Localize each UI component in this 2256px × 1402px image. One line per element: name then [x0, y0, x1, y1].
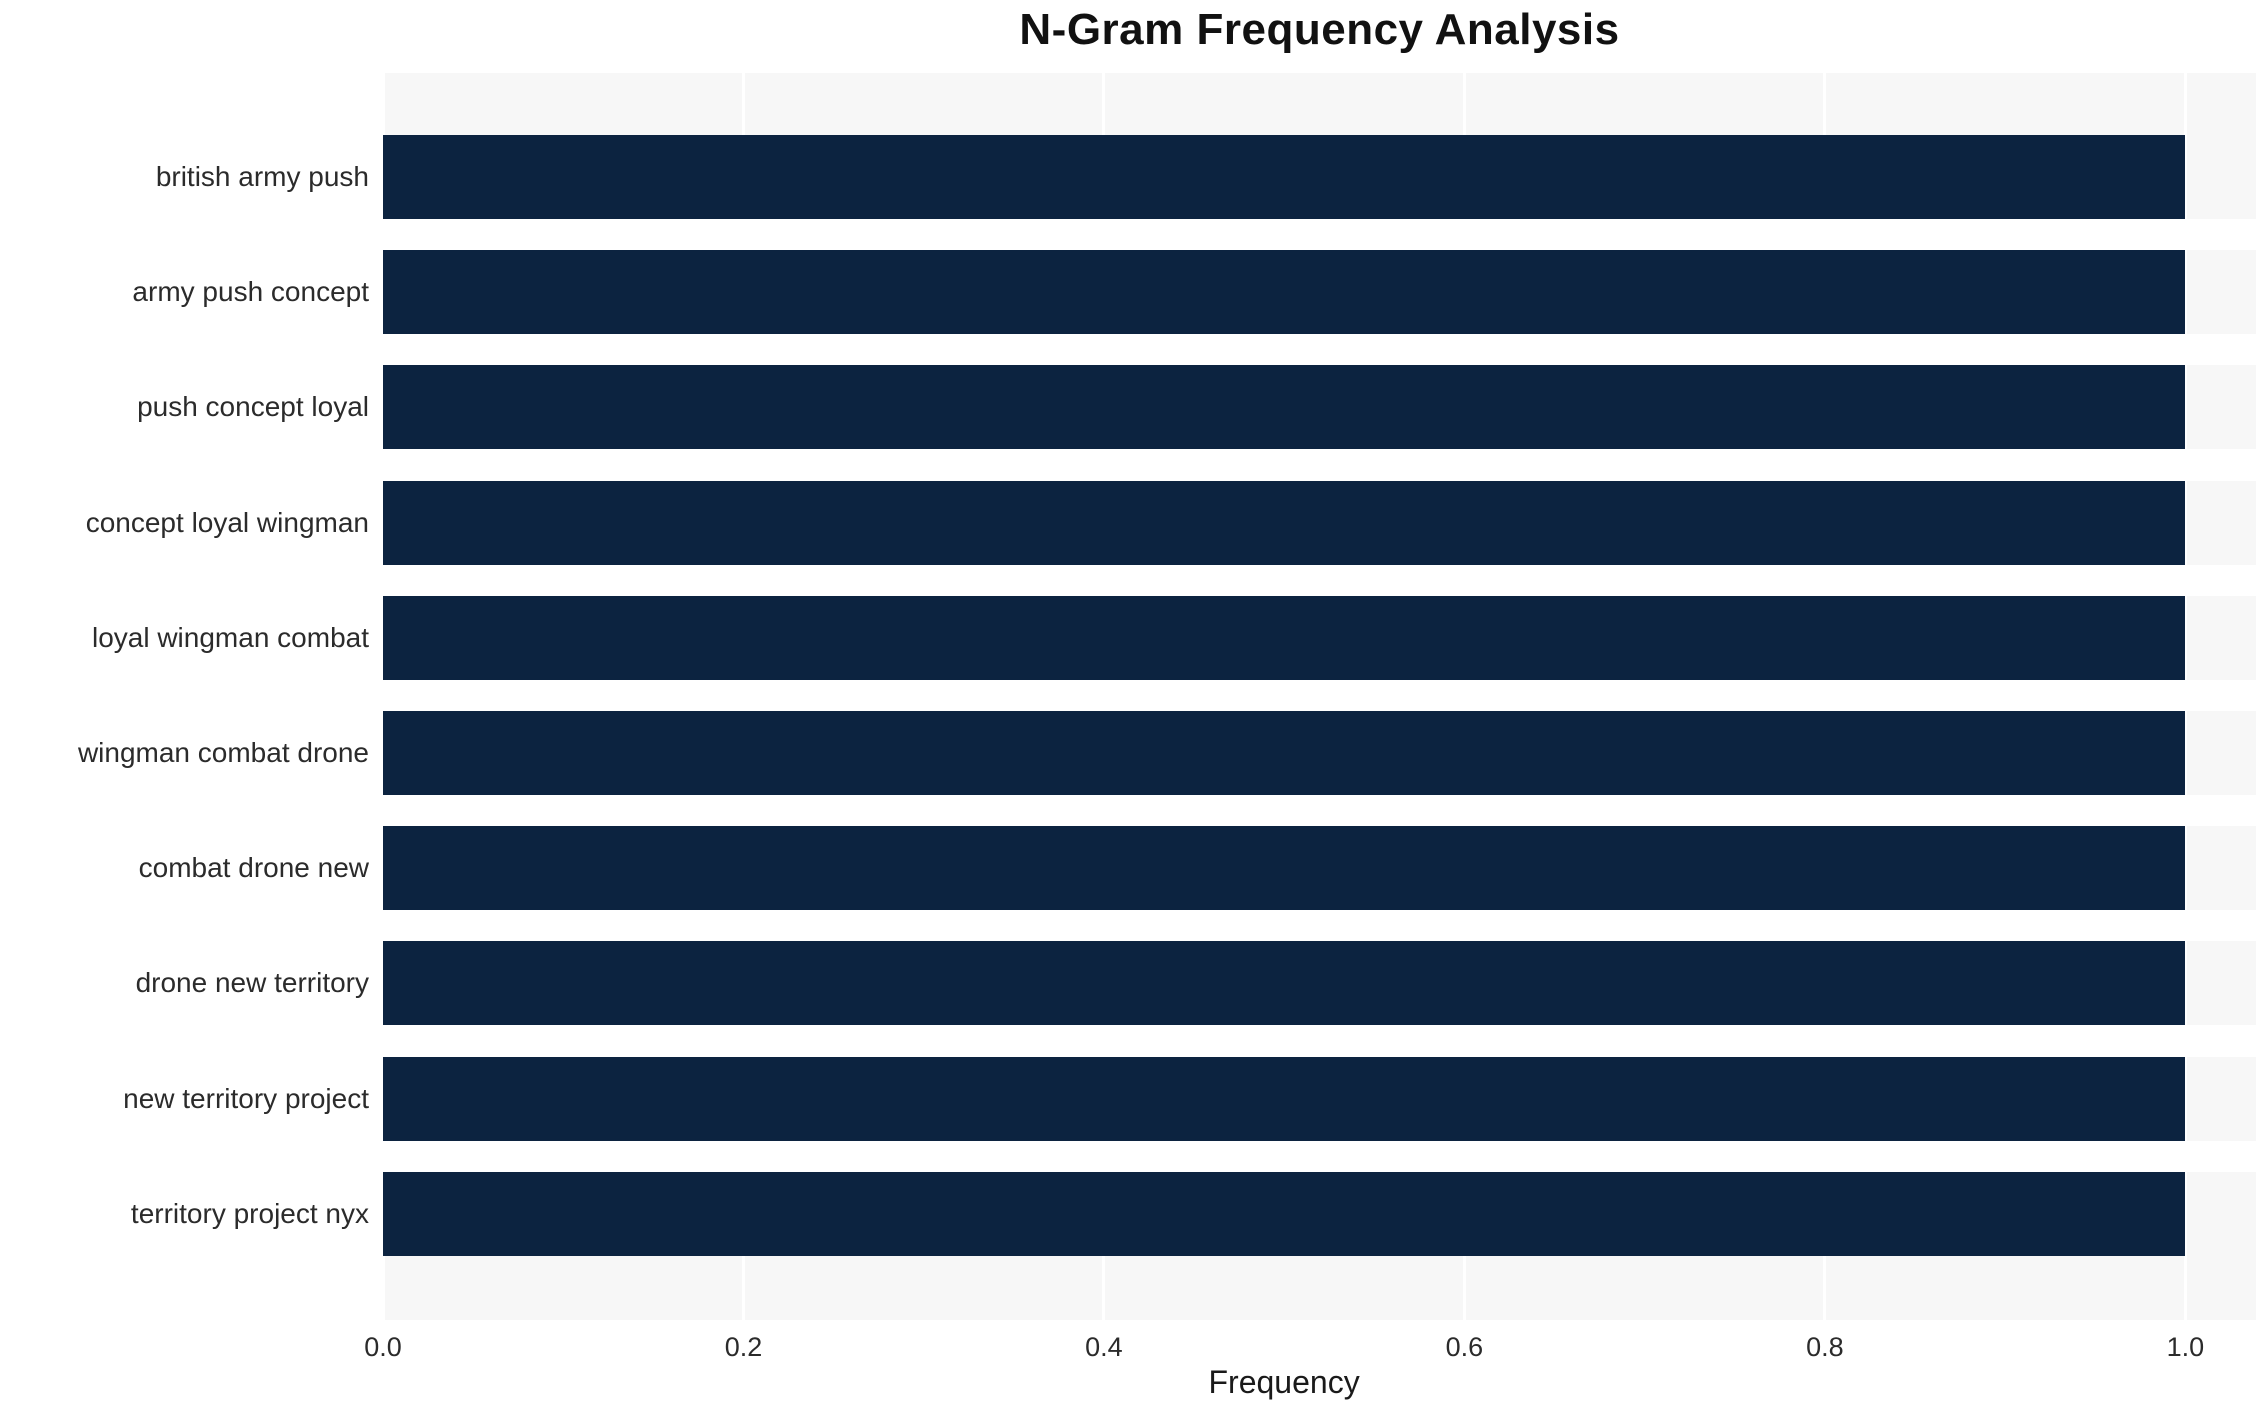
- bar-territory-project-nyx: [383, 1171, 2186, 1256]
- plot-area: [383, 73, 2256, 1320]
- chart-title-row: N-Gram Frequency Analysis: [383, 0, 2256, 73]
- y-tick-label: army push concept: [132, 276, 369, 308]
- x-tick-label: 0.4: [1085, 1332, 1123, 1362]
- bar-concept-loyal-wingman: [383, 480, 2186, 565]
- x-tick-label: 0.8: [1806, 1332, 1844, 1362]
- x-tick-label: 1.0: [2166, 1332, 2205, 1362]
- row-separator: [383, 449, 2256, 481]
- row-separator: [383, 1025, 2256, 1057]
- row-separator: [383, 564, 2256, 596]
- y-tick-label: british army push: [155, 161, 369, 192]
- bar-combat-drone-new: [383, 826, 2186, 911]
- y-tick-label: loyal wingman combat: [91, 621, 369, 653]
- y-axis-labels: british army push army push concept push c…: [0, 73, 383, 1320]
- y-tick-label: concept loyal wingman: [85, 506, 369, 538]
- x-tick-label: 0.2: [724, 1332, 763, 1362]
- bar-loyal-wingman-combat: [383, 595, 2186, 680]
- x-axis-title: Frequency: [1208, 1364, 1360, 1400]
- chart-title: N-Gram Frequency Analysis: [1019, 4, 1620, 54]
- y-tick-label: push concept loyal: [137, 391, 369, 423]
- bar-new-territory-project: [383, 1056, 2186, 1141]
- row-separator: [383, 334, 2256, 366]
- bar-drone-new-territory: [383, 941, 2186, 1026]
- x-tick-label: 0.6: [1445, 1332, 1484, 1362]
- bar-army-push-concept: [383, 250, 2186, 335]
- x-tick-label: 0.0: [364, 1332, 402, 1362]
- row-separator: [383, 679, 2256, 711]
- bar-british-army-push: [383, 135, 2186, 219]
- y-tick-label: territory project nyx: [130, 1197, 369, 1229]
- y-tick-label: new territory project: [123, 1082, 369, 1114]
- y-tick-label: wingman combat drone: [77, 737, 369, 768]
- x-axis: Frequency 0.0 0.2 0.4 0.6 0.8 1.0: [364, 1320, 2256, 1402]
- bar-push-concept-loyal: [383, 365, 2186, 450]
- y-tick-label: combat drone new: [138, 852, 369, 884]
- row-separator: [383, 219, 2256, 251]
- bar-wingman-combat-drone: [383, 711, 2186, 795]
- row-separator: [383, 795, 2256, 827]
- y-tick-label: drone new territory: [135, 967, 369, 999]
- row-separator: [383, 1140, 2256, 1172]
- row-separator: [383, 910, 2256, 942]
